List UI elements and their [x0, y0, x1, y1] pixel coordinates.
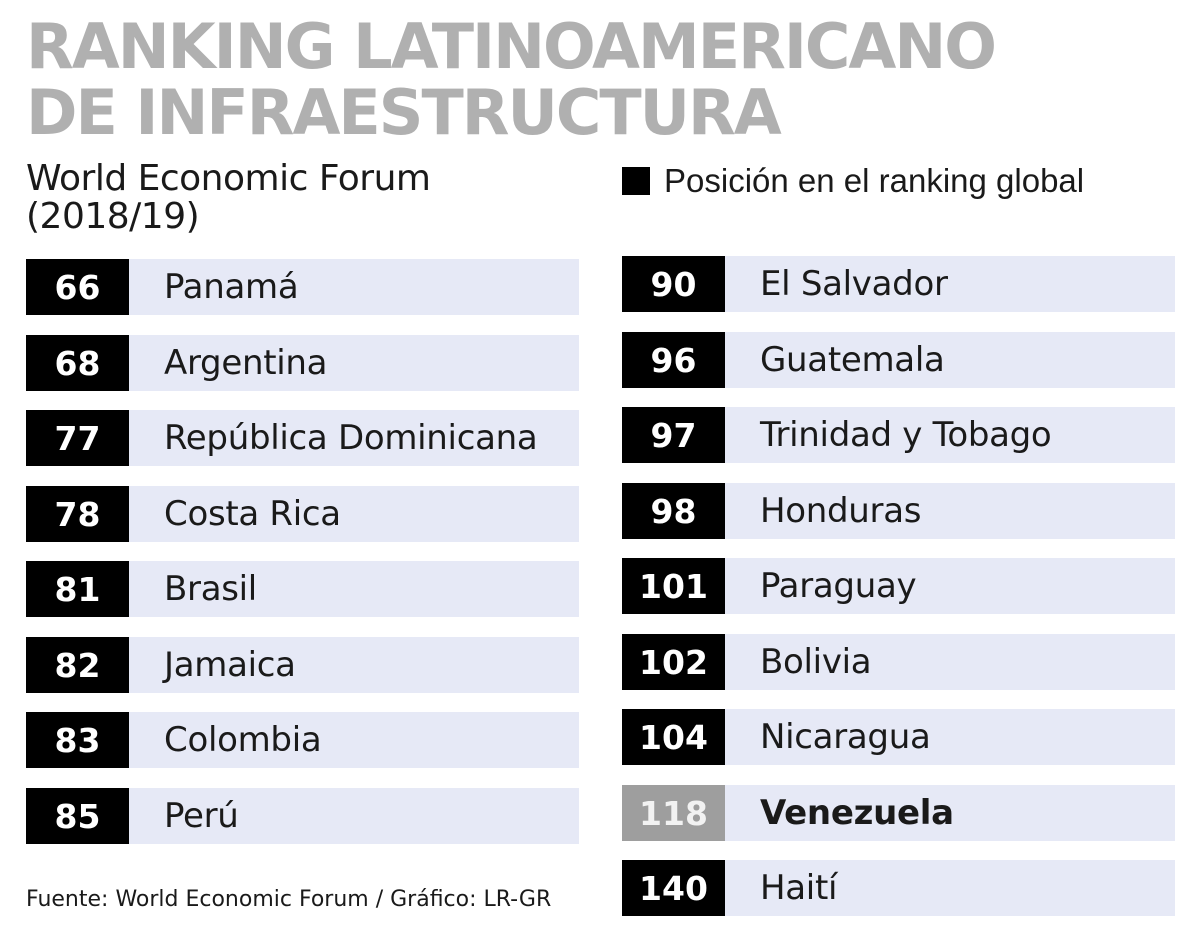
rank-box: 66 — [26, 259, 129, 315]
rank-box: 96 — [622, 332, 725, 388]
rank-box: 82 — [26, 637, 129, 693]
ranking-row: 81 Brasil — [26, 561, 579, 617]
country-label: Venezuela — [760, 793, 954, 833]
ranking-row: 77 República Dominicana — [26, 410, 579, 466]
title-line-2: DE INFRAESTRUCTURA — [26, 76, 782, 149]
rank-box: 68 — [26, 335, 129, 391]
country-label: Colombia — [164, 720, 322, 760]
country-label: Honduras — [760, 491, 922, 531]
country-label: El Salvador — [760, 264, 948, 304]
country-label: Trinidad y Tobago — [760, 415, 1052, 455]
ranking-row: 140 Haití — [622, 860, 1175, 916]
country-label: Bolivia — [760, 642, 872, 682]
country-label: Jamaica — [164, 645, 296, 685]
ranking-row: 98 Honduras — [622, 483, 1175, 539]
rank-box: 77 — [26, 410, 129, 466]
ranking-row: 96 Guatemala — [622, 332, 1175, 388]
legend: Posición en el ranking global — [622, 162, 1084, 200]
ranking-row: 90 El Salvador — [622, 256, 1175, 312]
country-label: Brasil — [164, 569, 257, 609]
country-label: República Dominicana — [164, 418, 538, 458]
rank-box: 104 — [622, 709, 725, 765]
rank-box: 101 — [622, 558, 725, 614]
ranking-row: 102 Bolivia — [622, 634, 1175, 690]
country-label: Paraguay — [760, 566, 917, 606]
rank-box: 90 — [622, 256, 725, 312]
rank-box: 97 — [622, 407, 725, 463]
source-note: Fuente: World Economic Forum / Gráfico: … — [26, 887, 552, 912]
ranking-row: 104 Nicaragua — [622, 709, 1175, 765]
subtitle-line-1: World Economic Forum — [26, 158, 431, 199]
ranking-row: 68 Argentina — [26, 335, 579, 391]
country-label: Guatemala — [760, 340, 945, 380]
rank-box: 81 — [26, 561, 129, 617]
subtitle-line-2: (2018/19) — [26, 196, 200, 237]
chart-subtitle: World Economic Forum (2018/19) — [26, 158, 431, 237]
country-label: Argentina — [164, 343, 328, 383]
rank-box: 83 — [26, 712, 129, 768]
legend-swatch — [622, 167, 650, 195]
rank-box: 78 — [26, 486, 129, 542]
ranking-row: 66 Panamá — [26, 259, 579, 315]
ranking-row: 83 Colombia — [26, 712, 579, 768]
title-line-1: RANKING LATINOAMERICANO — [26, 10, 997, 83]
rank-box: 118 — [622, 785, 725, 841]
ranking-row: 97 Trinidad y Tobago — [622, 407, 1175, 463]
rank-box: 98 — [622, 483, 725, 539]
ranking-row: 118 Venezuela — [622, 785, 1175, 841]
ranking-row: 101 Paraguay — [622, 558, 1175, 614]
rank-box: 102 — [622, 634, 725, 690]
chart-title: RANKING LATINOAMERICANO DE INFRAESTRUCTU… — [26, 10, 997, 149]
rank-box: 85 — [26, 788, 129, 844]
country-label: Haití — [760, 868, 838, 908]
ranking-row: 85 Perú — [26, 788, 579, 844]
ranking-row: 78 Costa Rica — [26, 486, 579, 542]
country-label: Nicaragua — [760, 717, 931, 757]
country-label: Panamá — [164, 267, 299, 307]
rank-box: 140 — [622, 860, 725, 916]
country-label: Perú — [164, 796, 239, 836]
country-label: Costa Rica — [164, 494, 341, 534]
ranking-row: 82 Jamaica — [26, 637, 579, 693]
legend-label: Posición en el ranking global — [664, 162, 1085, 199]
